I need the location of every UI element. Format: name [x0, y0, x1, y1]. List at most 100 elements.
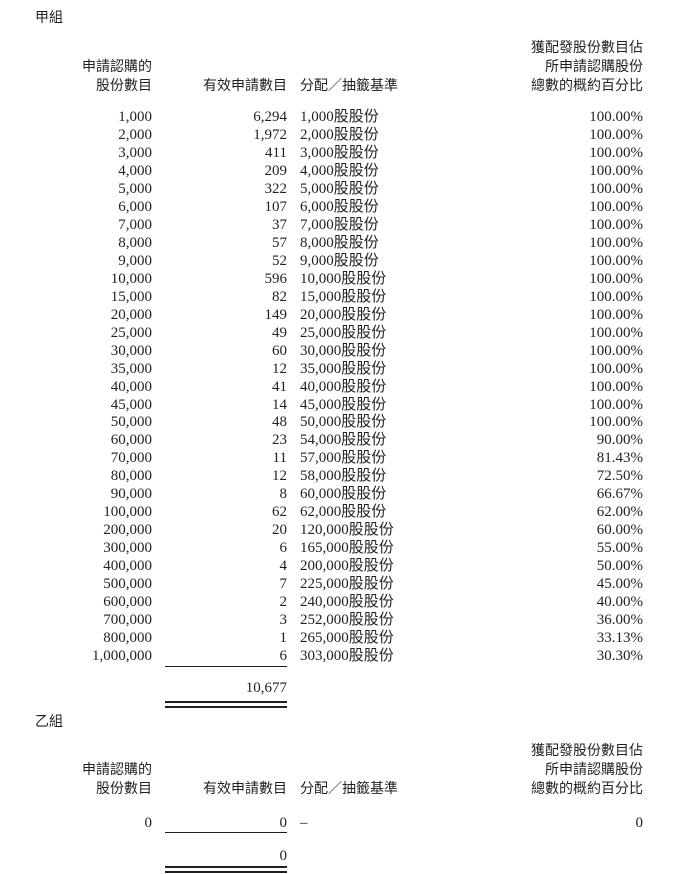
table-row: 45,000 14 45,000股股份 100.00% [0, 396, 679, 414]
allocation-basis: 9,000股股份 [300, 252, 379, 269]
table-row: 70,000 11 57,000股股份 81.43% [0, 449, 679, 467]
shares-applied: 200,000 [103, 522, 152, 539]
shares-applied: 7,000 [118, 216, 152, 233]
shares-applied: 50,000 [110, 414, 152, 431]
valid-applications: 596 [264, 270, 288, 287]
allotment-percentage: 55.00% [596, 540, 643, 557]
shares-applied: 60,000 [110, 432, 152, 449]
shares-applied: 40,000 [110, 378, 152, 395]
shares-applied: 500,000 [103, 576, 152, 593]
valid-applications: 82 [272, 288, 287, 305]
allotment-percentage: 100.00% [589, 234, 643, 251]
allocation-basis: 1,000股股份 [300, 109, 379, 125]
shares-applied: 600,000 [103, 594, 152, 611]
allotment-percentage: 62.00% [596, 504, 643, 521]
allotment-percentage: 36.00% [596, 612, 643, 629]
shares-applied: 35,000 [110, 360, 152, 377]
allotment-percentage: 100.00% [589, 342, 643, 359]
subtotal-rule [165, 666, 287, 667]
valid-applications: 60 [272, 342, 287, 359]
valid-applications: 12 [272, 360, 287, 377]
allocation-basis: 225,000股股份 [300, 576, 394, 593]
table-row: 50,000 48 50,000股股份 100.00% [0, 413, 679, 431]
allotment-percentage: 50.00% [596, 558, 643, 575]
valid-applications: 1 [279, 630, 288, 647]
valid-applications: 62 [272, 504, 287, 521]
table-row: 30,000 60 30,000股股份 100.00% [0, 342, 679, 360]
table-row: 700,000 3 252,000股股份 36.00% [0, 611, 679, 629]
valid-applications: 12 [272, 468, 287, 485]
allotment-percentage: 100.00% [589, 270, 643, 287]
group-b-header-shares-applied: 申請認購的 股份數目 [82, 761, 152, 799]
shares-applied: 45,000 [110, 396, 152, 413]
allocation-basis: 57,000股股份 [300, 450, 387, 467]
table-row: 10,000 596 10,000股股份 100.00% [0, 270, 679, 288]
valid-applications: 4 [279, 558, 288, 575]
allotment-percentage: 100.00% [589, 198, 643, 215]
table-row: 200,000 20 120,000股股份 60.00% [0, 521, 679, 539]
table-row: 1,000 6,294 1,000股股份 100.00% [0, 108, 679, 126]
table-row: 1,000,000 6 303,000股股份 30.30% [0, 647, 679, 665]
valid-applications: 411 [265, 144, 287, 161]
shares-applied: 0 [144, 815, 153, 831]
table-row: 4,000 209 4,000股股份 100.00% [0, 162, 679, 180]
allocation-basis: 54,000股股份 [300, 432, 387, 449]
header-line: 獲配發股份數目佔 [531, 743, 643, 759]
allotment-percentage: 30.30% [596, 648, 643, 665]
allocation-basis: 265,000股股份 [300, 630, 394, 647]
valid-applications: 41 [272, 378, 287, 395]
header-line: 申請認購的 [82, 762, 152, 778]
valid-applications: 1,972 [253, 126, 287, 143]
allocation-basis: 40,000股股份 [300, 378, 387, 395]
allotment-percentage: 100.00% [589, 162, 643, 179]
group-b-header-percentage: 獲配發股份數目佔 所申請認購股份 總數的概約百分比 [531, 742, 643, 799]
allocation-basis: 6,000股股份 [300, 198, 379, 215]
subtotal-rule [165, 832, 287, 833]
allotment-percentage: 60.00% [596, 522, 643, 539]
allocation-basis: 8,000股股份 [300, 234, 379, 251]
allocation-basis: 2,000股股份 [300, 126, 379, 143]
allotment-percentage: 66.67% [596, 486, 643, 503]
valid-applications: 37 [272, 216, 287, 233]
group-b-title: 乙組 [35, 714, 63, 730]
shares-applied: 70,000 [110, 450, 152, 467]
table-row: 500,000 7 225,000股股份 45.00% [0, 575, 679, 593]
allotment-percentage: 33.13% [596, 630, 643, 647]
shares-applied: 1,000,000 [92, 648, 152, 665]
total-double-rule [165, 866, 287, 873]
table-row: 300,000 6 165,000股股份 55.00% [0, 539, 679, 557]
shares-applied: 5,000 [118, 180, 152, 197]
shares-applied: 100,000 [103, 504, 152, 521]
table-row: 400,000 4 200,000股股份 50.00% [0, 557, 679, 575]
shares-applied: 15,000 [110, 288, 152, 305]
group-a-header-percentage: 獲配發股份數目佔 所申請認購股份 總數的概約百分比 [531, 39, 643, 96]
group-a-header-allocation-basis: 分配／抽籤基準 [300, 78, 398, 94]
allotment-percentage: 40.00% [596, 594, 643, 611]
allotment-percentage: 100.00% [589, 378, 643, 395]
group-b-header-valid-applications: 有效申請數目 [203, 781, 287, 797]
shares-applied: 1,000 [118, 109, 152, 125]
allotment-percentage: 100.00% [589, 360, 643, 377]
group-a-total: 10,677 [245, 680, 287, 696]
table-row: 800,000 1 265,000股股份 33.13% [0, 629, 679, 647]
valid-applications: 11 [272, 450, 287, 467]
allocation-basis: 50,000股股份 [300, 414, 387, 431]
table-row: 35,000 12 35,000股股份 100.00% [0, 360, 679, 378]
header-line: 股份數目 [96, 781, 152, 797]
shares-applied: 10,000 [110, 270, 152, 287]
allocation-basis: 25,000股股份 [300, 324, 387, 341]
valid-applications: 14 [272, 396, 287, 413]
valid-applications: 107 [264, 198, 288, 215]
table-row: 600,000 2 240,000股股份 40.00% [0, 593, 679, 611]
group-a-header-valid-applications: 有效申請數目 [203, 78, 287, 94]
shares-applied: 800,000 [103, 630, 152, 647]
allocation-basis: 3,000股股份 [300, 144, 379, 161]
valid-applications: 7 [279, 576, 288, 593]
allocation-basis: 30,000股股份 [300, 342, 387, 359]
allocation-basis: 62,000股股份 [300, 504, 387, 521]
table-row: 2,000 1,972 2,000股股份 100.00% [0, 126, 679, 144]
table-row: 25,000 49 25,000股股份 100.00% [0, 324, 679, 342]
shares-applied: 4,000 [118, 162, 152, 179]
shares-applied: 700,000 [103, 612, 152, 629]
table-row: 0 0–0 [0, 814, 679, 832]
